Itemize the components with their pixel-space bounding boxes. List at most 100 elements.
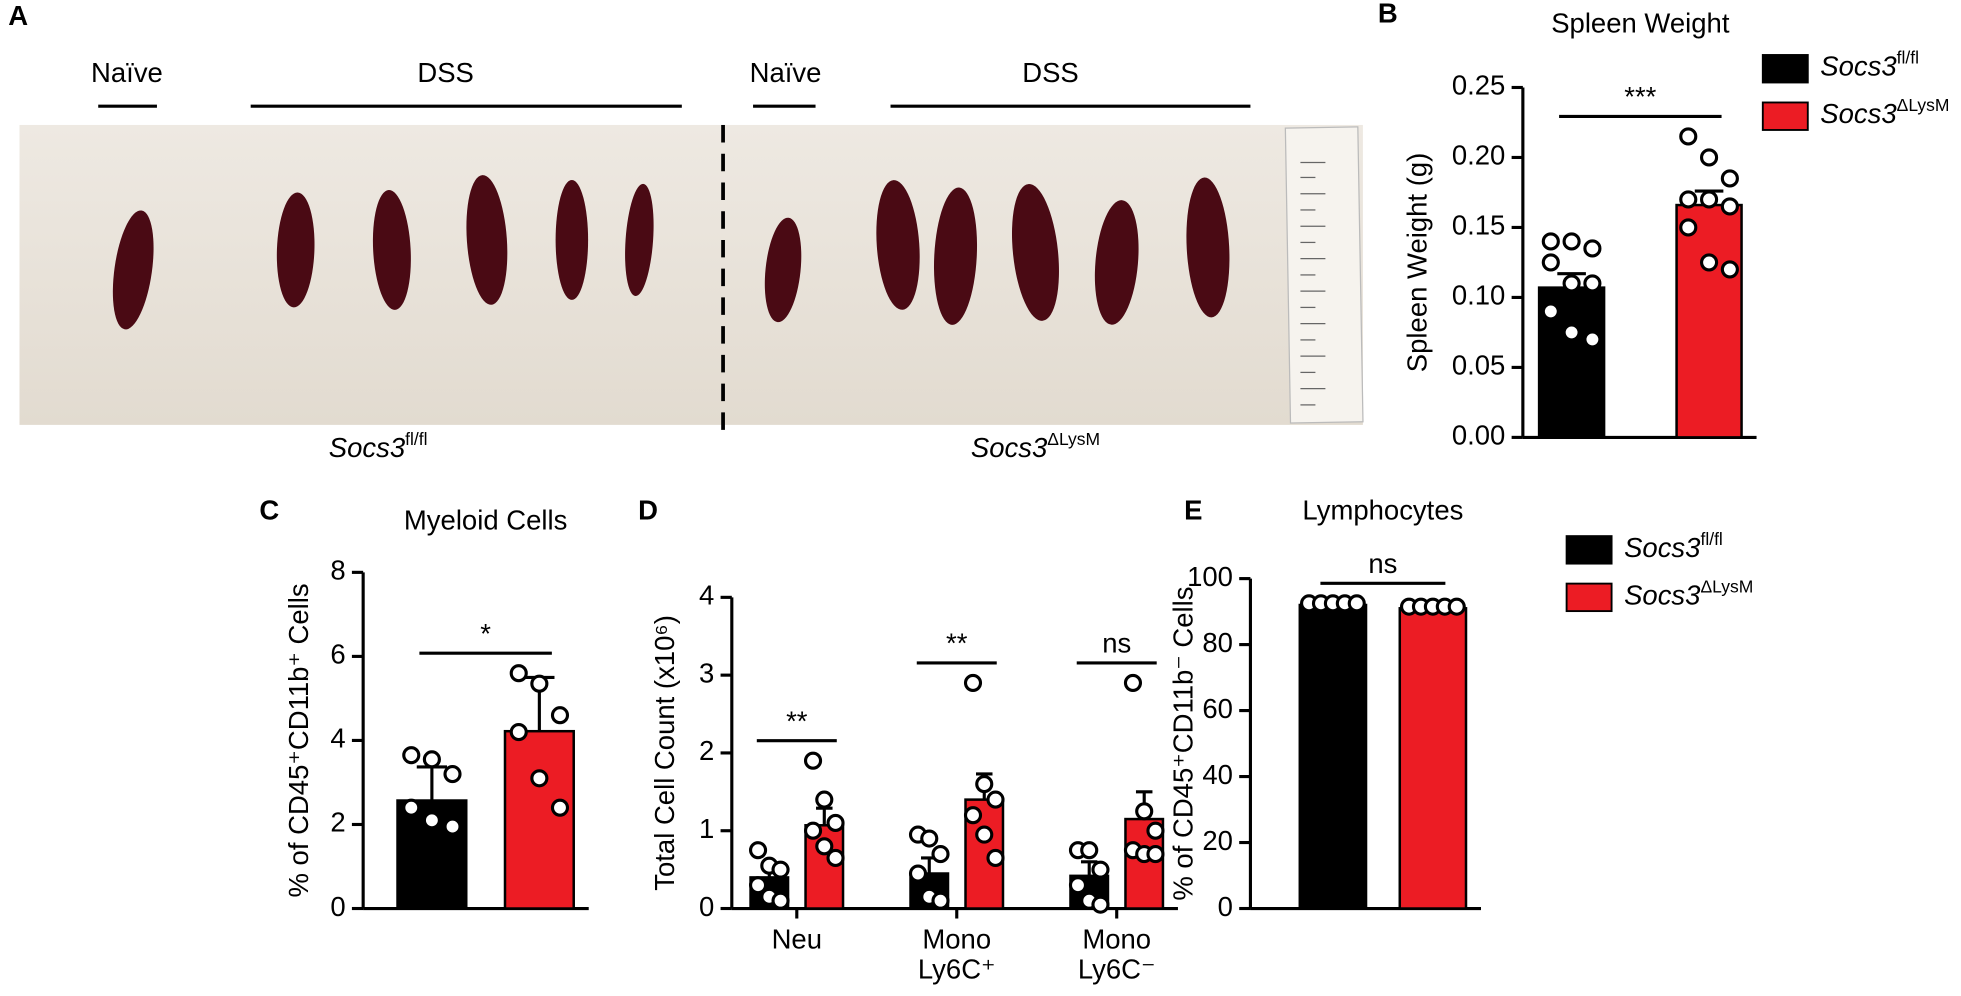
data-point bbox=[1562, 232, 1581, 251]
y-tick-label: 0.20 bbox=[1452, 140, 1506, 171]
data-point bbox=[931, 845, 950, 864]
y-axis-label: Spleen Weight (g) bbox=[1401, 153, 1432, 372]
bar bbox=[1537, 286, 1606, 439]
legend-swatch bbox=[1565, 535, 1613, 565]
data-point bbox=[509, 664, 528, 683]
data-point bbox=[1541, 302, 1560, 321]
data-point bbox=[402, 798, 421, 817]
y-tick-label: 100 bbox=[1187, 561, 1233, 592]
y-axis-label: % of CD45⁺CD11b⁻ Cells bbox=[1168, 586, 1199, 900]
x-tick-label: Ly6C⁻ bbox=[1078, 953, 1156, 984]
legend-label: Socs3fl/fl bbox=[1820, 47, 1919, 82]
x-tick-label: Ly6C⁺ bbox=[918, 953, 996, 984]
data-point bbox=[986, 848, 1005, 868]
y-axis-label: Total Cell Count (x10⁶) bbox=[649, 615, 680, 891]
y-tick-label: 0.05 bbox=[1452, 350, 1506, 381]
panel-letter: E bbox=[1184, 495, 1202, 526]
data-point bbox=[1679, 127, 1698, 146]
data-point bbox=[1080, 841, 1099, 860]
data-point bbox=[908, 864, 928, 883]
data-point bbox=[443, 817, 462, 836]
panel-a: A Naïve DSS Naïve DSS bbox=[8, 0, 1364, 464]
y-tick-label: 2 bbox=[330, 807, 345, 838]
group-label: Naïve bbox=[750, 57, 822, 88]
y-tick-label: 40 bbox=[1202, 759, 1233, 790]
bar bbox=[1398, 607, 1468, 910]
photo bbox=[19, 124, 1363, 425]
data-point bbox=[1146, 821, 1165, 840]
chart-title: Spleen Weight bbox=[1551, 7, 1730, 38]
y-tick-label: 4 bbox=[330, 723, 345, 754]
significance-label: ns bbox=[1102, 628, 1131, 659]
data-point bbox=[1583, 274, 1602, 293]
error-bar bbox=[416, 765, 448, 801]
y-tick-label: 1 bbox=[699, 813, 714, 844]
y-tick-label: 20 bbox=[1202, 825, 1233, 856]
data-point bbox=[402, 746, 421, 765]
genotype-label: Socs3ΔLysM bbox=[971, 429, 1100, 464]
data-point bbox=[1562, 274, 1581, 293]
data-point bbox=[1091, 860, 1110, 879]
data-point bbox=[1583, 239, 1602, 258]
y-tick-label: 4 bbox=[699, 580, 714, 611]
data-point bbox=[422, 750, 441, 769]
significance-label: ** bbox=[786, 705, 808, 736]
data-point bbox=[1679, 218, 1698, 237]
y-tick-label: 0 bbox=[330, 891, 345, 922]
chart-title: Lymphocytes bbox=[1302, 495, 1463, 526]
y-tick-label: 0.15 bbox=[1452, 210, 1506, 241]
y-tick-label: 60 bbox=[1202, 693, 1233, 724]
data-point bbox=[748, 841, 768, 860]
panel-letter: D bbox=[638, 495, 658, 526]
data-point bbox=[530, 769, 549, 788]
x-tick-label: Mono bbox=[1082, 923, 1151, 954]
data-point bbox=[1091, 895, 1110, 914]
data-point bbox=[815, 790, 834, 809]
data-point bbox=[1146, 845, 1165, 864]
data-point bbox=[1700, 148, 1719, 167]
group-label: DSS bbox=[417, 57, 474, 88]
error-bar bbox=[1080, 860, 1098, 876]
genotype-label: Socs3fl/fl bbox=[329, 429, 428, 464]
data-point bbox=[1679, 190, 1698, 209]
chart-title: Myeloid Cells bbox=[404, 505, 567, 536]
legend-label: Socs3ΔLysM bbox=[1624, 576, 1753, 611]
bar bbox=[1675, 203, 1743, 439]
ruler bbox=[1284, 126, 1364, 424]
data-point bbox=[1123, 673, 1143, 692]
panel-letter: B bbox=[1378, 0, 1398, 28]
y-tick-label: 0.10 bbox=[1452, 280, 1506, 311]
legend-swatch bbox=[1565, 582, 1613, 613]
data-point bbox=[1700, 190, 1719, 209]
legend-swatch bbox=[1761, 101, 1809, 131]
bar bbox=[503, 729, 575, 910]
panel-letter: C bbox=[259, 495, 279, 526]
data-point bbox=[826, 813, 845, 833]
data-point bbox=[1700, 253, 1719, 272]
data-point bbox=[1583, 330, 1602, 349]
data-point bbox=[771, 860, 790, 879]
data-point bbox=[815, 837, 834, 856]
data-point bbox=[443, 764, 462, 784]
y-tick-label: 0.25 bbox=[1452, 70, 1506, 101]
y-tick-label: 6 bbox=[330, 639, 345, 670]
legend-label: Socs3ΔLysM bbox=[1820, 95, 1949, 130]
data-point bbox=[826, 848, 845, 868]
significance-label: *** bbox=[1624, 81, 1656, 112]
significance-label: ns bbox=[1368, 548, 1397, 579]
significance-label: ** bbox=[946, 628, 968, 659]
y-tick-label: 0.00 bbox=[1452, 420, 1506, 451]
data-point bbox=[963, 806, 983, 825]
group-label: DSS bbox=[1022, 57, 1079, 88]
data-point bbox=[550, 798, 570, 817]
data-point bbox=[748, 876, 768, 895]
data-point bbox=[920, 829, 939, 848]
y-tick-label: 80 bbox=[1202, 627, 1233, 658]
data-point bbox=[1541, 253, 1560, 272]
data-point bbox=[986, 790, 1005, 809]
data-point bbox=[1720, 260, 1739, 279]
data-point bbox=[550, 706, 570, 725]
data-point bbox=[975, 774, 994, 794]
data-point bbox=[975, 825, 994, 844]
